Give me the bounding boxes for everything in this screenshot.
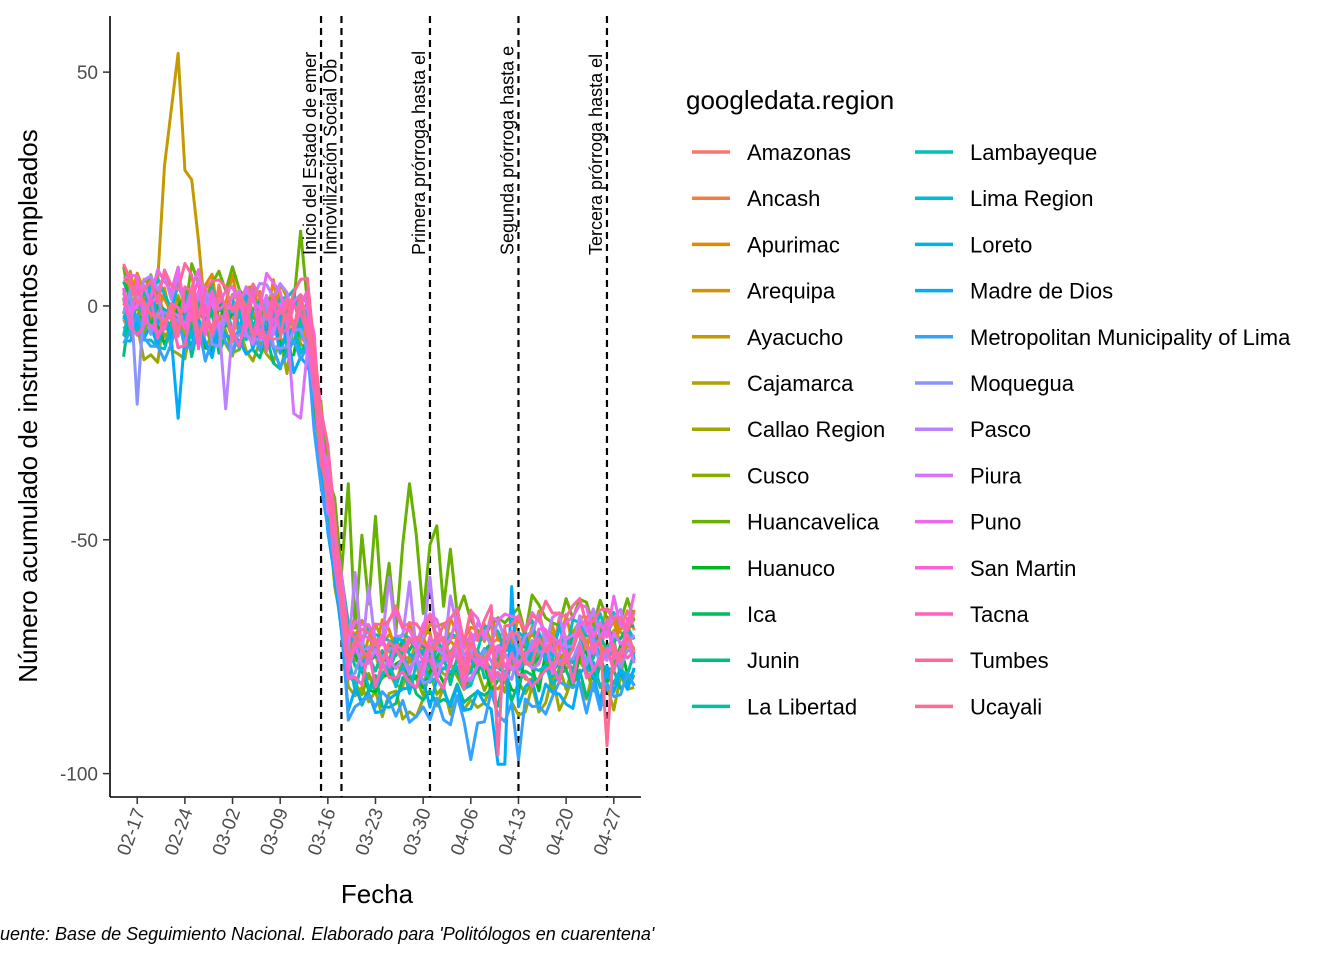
legend-label: Apurimac <box>747 232 840 257</box>
event-labels: Inicio del Estado de emer Inmovilización … <box>300 46 606 255</box>
legend-item: Huancavelica <box>692 510 880 535</box>
legend-item: Cajamarca <box>692 371 854 396</box>
legend-item: La Libertad <box>692 694 857 719</box>
event-label: Tercera prórroga hasta el <box>586 54 606 255</box>
legend-label: Loreto <box>970 232 1032 257</box>
legend-label: Puno <box>970 510 1021 535</box>
y-tick-label: -100 <box>60 765 98 786</box>
series-line <box>122 276 635 670</box>
legend-label: Huancavelica <box>747 510 880 535</box>
x-tick-label: 02-24 <box>161 805 198 858</box>
legend-label: Metropolitan Municipality of Lima <box>970 325 1291 350</box>
legend-item: Puno <box>915 510 1021 535</box>
caption: uente: Base de Seguimiento Nacional. Ela… <box>0 924 655 944</box>
x-tick-label: 03-02 <box>209 806 245 859</box>
y-axis-title: Número acumulado de instrumentos emplead… <box>13 129 43 683</box>
series-line <box>122 262 636 757</box>
legend-label: Arequipa <box>747 279 836 304</box>
legend-item: Ayacucho <box>692 325 843 350</box>
x-tick-label: 03-30 <box>399 806 435 859</box>
x-tick-label: 03-23 <box>352 806 388 859</box>
legend-item: Lima Region <box>915 186 1094 211</box>
x-tick-label: 03-16 <box>304 806 340 859</box>
legend-item: San Martin <box>915 556 1076 581</box>
x-tick-label: 04-20 <box>542 806 578 859</box>
event-label: Inicio del Estado de emer <box>300 52 320 255</box>
x-tick-label: 04-06 <box>447 806 483 859</box>
series-line <box>122 295 636 691</box>
event-label: Segunda prórroga hasta e <box>497 46 517 255</box>
legend-item: Arequipa <box>692 279 836 304</box>
legend-label: Amazonas <box>747 140 851 165</box>
legend-label: La Libertad <box>747 694 857 719</box>
legend-item: Pasco <box>915 417 1031 442</box>
x-ticks: 02-17 02-24 03-02 03-09 03-16 03-23 03-30 04-06… <box>114 797 626 859</box>
legend: googledata.region Amazonas Ancash Apurimac… <box>686 85 1291 719</box>
legend-item: Tacna <box>915 602 1029 627</box>
y-tick-label: -50 <box>71 531 98 552</box>
legend-label: Piura <box>970 463 1022 488</box>
x-tick-label: 04-13 <box>495 806 531 859</box>
series-line <box>122 313 636 762</box>
y-tick-label: 0 <box>87 297 98 318</box>
legend-label: Lima Region <box>970 186 1094 211</box>
legend-item: Callao Region <box>692 417 885 442</box>
series-lines <box>122 51 636 766</box>
legend-item: Ica <box>692 602 777 627</box>
legend-item: Loreto <box>915 232 1032 257</box>
x-tick-label: 03-09 <box>257 806 293 859</box>
legend-item: Junin <box>692 648 800 673</box>
legend-item: Moquegua <box>915 371 1075 396</box>
legend-label: Ica <box>747 602 777 627</box>
legend-label: Huanuco <box>747 556 835 581</box>
y-tick-label: 50 <box>77 63 98 84</box>
legend-item: Tumbes <box>915 648 1049 673</box>
legend-label: Madre de Dios <box>970 279 1113 304</box>
legend-label: Ayacucho <box>747 325 843 350</box>
legend-item: Madre de Dios <box>915 279 1113 304</box>
legend-item: Amazonas <box>692 140 851 165</box>
legend-label: Callao Region <box>747 417 885 442</box>
legend-label: San Martin <box>970 556 1076 581</box>
legend-item: Piura <box>915 463 1022 488</box>
y-ticks: 50 0 -50 -100 <box>60 63 110 786</box>
legend-label: Junin <box>747 648 800 673</box>
x-tick-label: 04-27 <box>590 806 626 859</box>
legend-item: Apurimac <box>692 232 840 257</box>
series-line <box>122 278 636 748</box>
axes: 50 0 -50 -100 02-17 02-24 03-02 03-09 03-16 03-2… <box>60 16 641 858</box>
legend-item: Lambayeque <box>915 140 1097 165</box>
legend-label: Cusco <box>747 463 809 488</box>
legend-item: Huanuco <box>692 556 835 581</box>
x-axis-title: Fecha <box>341 879 414 909</box>
legend-label: Lambayeque <box>970 140 1097 165</box>
legend-label: Moquegua <box>970 371 1075 396</box>
legend-item: Cusco <box>692 463 809 488</box>
event-label: Primera prórroga hasta el <box>409 51 429 255</box>
legend-label: Ancash <box>747 186 820 211</box>
legend-title: googledata.region <box>686 85 894 115</box>
legend-item: Ucayali <box>915 694 1042 719</box>
legend-item: Ancash <box>692 186 820 211</box>
event-label: Inmovilización Social Ob <box>320 59 340 255</box>
series-line <box>122 229 636 639</box>
legend-label: Tumbes <box>970 648 1049 673</box>
legend-label: Cajamarca <box>747 371 854 396</box>
legend-label: Pasco <box>970 417 1031 442</box>
legend-item: Metropolitan Municipality of Lima <box>915 325 1291 350</box>
legend-label: Ucayali <box>970 694 1042 719</box>
x-tick-label: 02-17 <box>114 806 150 859</box>
legend-label: Tacna <box>970 602 1029 627</box>
